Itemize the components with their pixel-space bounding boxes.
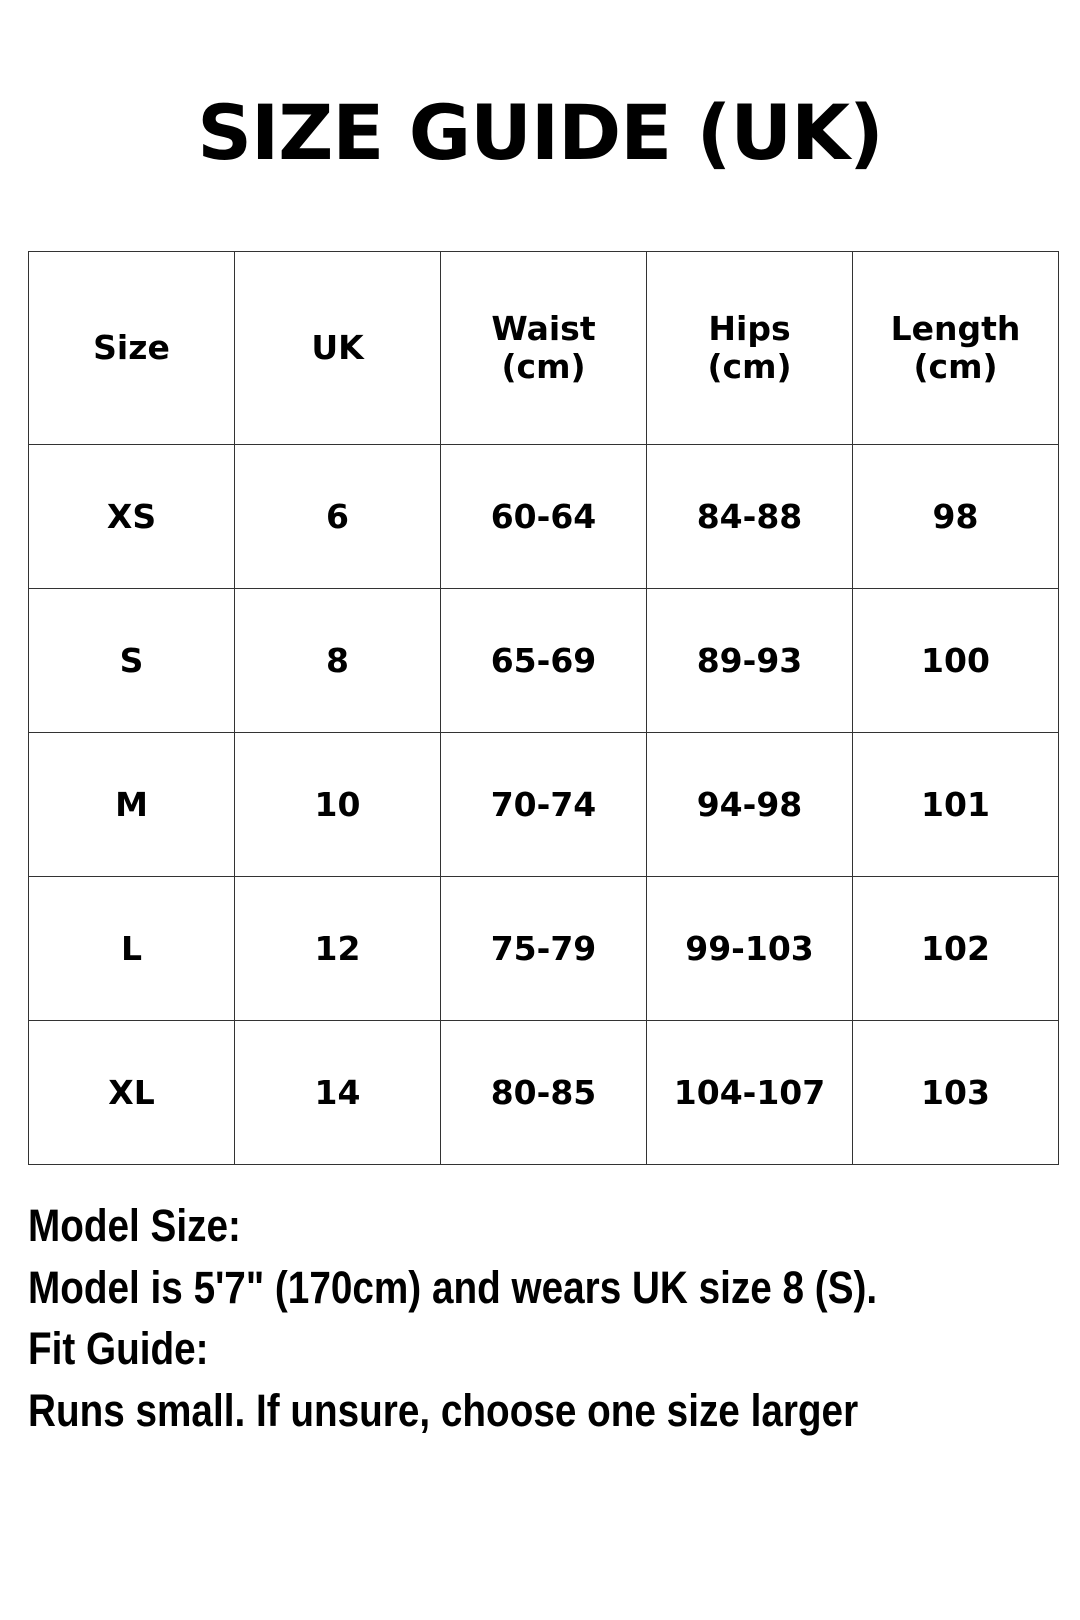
table-cell: 70-74 bbox=[440, 732, 647, 877]
table-cell: XL bbox=[28, 1020, 235, 1165]
table-cell: 65-69 bbox=[440, 588, 647, 733]
table-cell: 100 bbox=[852, 588, 1059, 733]
model-size-heading: Model Size: bbox=[28, 1200, 241, 1251]
fit-guide-heading: Fit Guide: bbox=[28, 1323, 209, 1374]
table-cell: 99-103 bbox=[646, 876, 853, 1021]
column-header-line: Waist bbox=[491, 309, 596, 349]
table-cell: 102 bbox=[852, 876, 1059, 1021]
table-cell: XS bbox=[28, 444, 235, 589]
table-cell: 10 bbox=[234, 732, 441, 877]
column-header-line: UK bbox=[311, 328, 364, 368]
column-header-line: Size bbox=[93, 328, 170, 368]
column-header-line: (cm) bbox=[913, 347, 998, 386]
table-cell: 101 bbox=[852, 732, 1059, 877]
table-cell: 12 bbox=[234, 876, 441, 1021]
column-header-line: (cm) bbox=[707, 347, 792, 386]
column-header: Size bbox=[28, 251, 235, 445]
page-title: SIZE GUIDE (UK) bbox=[197, 88, 883, 177]
table-cell: 98 bbox=[852, 444, 1059, 589]
table-cell: 6 bbox=[234, 444, 441, 589]
table-cell: M bbox=[28, 732, 235, 877]
notes: Model Size: Model is 5'7" (170cm) and we… bbox=[28, 1195, 1015, 1441]
table-row: L 12 75-79 99-103 102 bbox=[28, 876, 1059, 1021]
header-row: Size UK Waist (cm) Hips (cm) Length (cm) bbox=[28, 251, 1059, 445]
column-header-line: Length bbox=[890, 309, 1021, 349]
fit-guide-text: Runs small. If unsure, choose one size l… bbox=[28, 1384, 859, 1436]
table-cell: 8 bbox=[234, 588, 441, 733]
table-cell: 84-88 bbox=[646, 444, 853, 589]
table-cell: 60-64 bbox=[440, 444, 647, 589]
table-cell: 80-85 bbox=[440, 1020, 647, 1165]
column-header: Waist (cm) bbox=[440, 251, 647, 445]
column-header: UK bbox=[234, 251, 441, 445]
table-cell: 14 bbox=[234, 1020, 441, 1165]
column-header-line: Hips bbox=[708, 309, 791, 349]
model-size-text: Model is 5'7" (170cm) and wears UK size … bbox=[28, 1261, 878, 1313]
table-cell: 103 bbox=[852, 1020, 1059, 1165]
table-cell: S bbox=[28, 588, 235, 733]
table-row: M 10 70-74 94-98 101 bbox=[28, 732, 1059, 877]
table-cell: 89-93 bbox=[646, 588, 853, 733]
column-header-line: (cm) bbox=[501, 347, 586, 386]
size-table: Size UK Waist (cm) Hips (cm) Length (cm) XS 6 60-… bbox=[28, 251, 1059, 1165]
table-cell: 104-107 bbox=[646, 1020, 853, 1165]
column-header: Length (cm) bbox=[852, 251, 1059, 445]
table-row: XL 14 80-85 104-107 103 bbox=[28, 1020, 1059, 1165]
table-row: XS 6 60-64 84-88 98 bbox=[28, 444, 1059, 589]
table-cell: 75-79 bbox=[440, 876, 647, 1021]
table-cell: L bbox=[28, 876, 235, 1021]
column-header: Hips (cm) bbox=[646, 251, 853, 445]
table-row: S 8 65-69 89-93 100 bbox=[28, 588, 1059, 733]
table-cell: 94-98 bbox=[646, 732, 853, 877]
